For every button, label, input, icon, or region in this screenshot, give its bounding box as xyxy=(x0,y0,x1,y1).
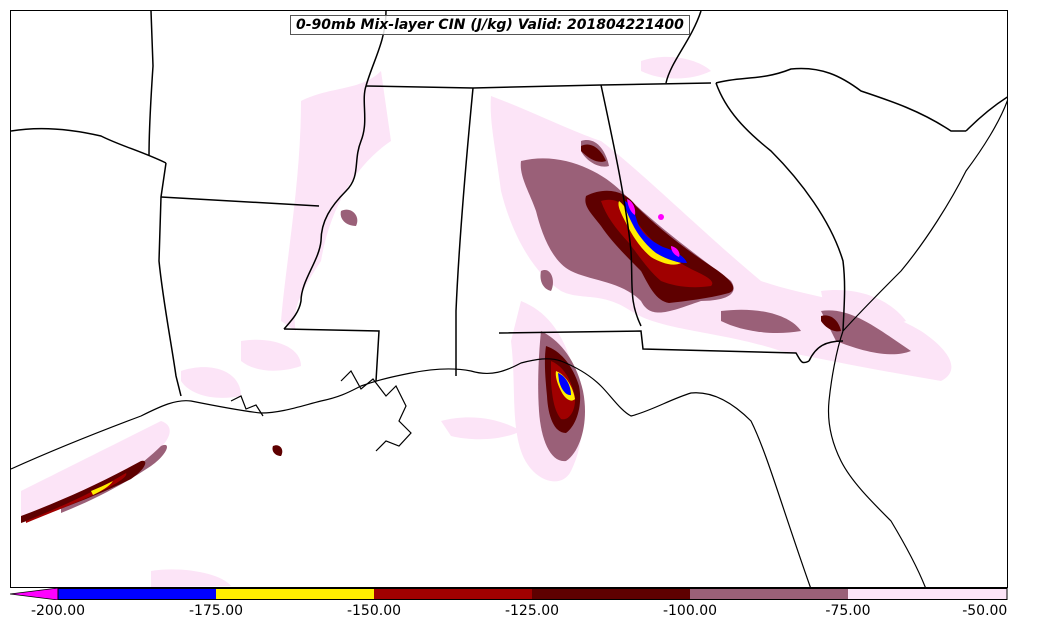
colorbar-bin-1 xyxy=(58,588,216,600)
colorbar-bin-2 xyxy=(216,588,374,600)
colorbar-tick-label: -200.00 xyxy=(30,603,86,619)
cin-shading-mauve xyxy=(61,140,911,513)
colorbar-outline xyxy=(57,588,1008,600)
colorbar-bin-5 xyxy=(690,588,848,600)
map-title: 0-90mb Mix-layer CIN (J/kg) Valid: 20180… xyxy=(290,15,690,35)
colorbar-tick-label: -50.00 xyxy=(962,603,1008,619)
cin-shading-light xyxy=(21,56,952,587)
colorbar-tick-label: -125.00 xyxy=(504,603,560,619)
map-panel xyxy=(10,10,1008,588)
coastline xyxy=(11,99,1007,587)
colorbar-bin-3 xyxy=(374,588,532,600)
colorbar-bin-4 xyxy=(532,588,690,600)
colorbar-tick-label: -175.00 xyxy=(188,603,244,619)
colorbar-tick-label: -75.00 xyxy=(825,603,871,619)
colorbar-tick-label: -150.00 xyxy=(346,603,402,619)
colorbar-tick-label: -100.00 xyxy=(662,603,718,619)
cin-map xyxy=(11,11,1007,587)
colorbar-extend-triangle xyxy=(10,588,59,600)
colorbar xyxy=(10,588,1008,600)
state-boundaries xyxy=(11,11,1007,397)
colorbar-bin-6 xyxy=(848,588,1007,600)
cin-shading-magenta xyxy=(627,199,680,257)
